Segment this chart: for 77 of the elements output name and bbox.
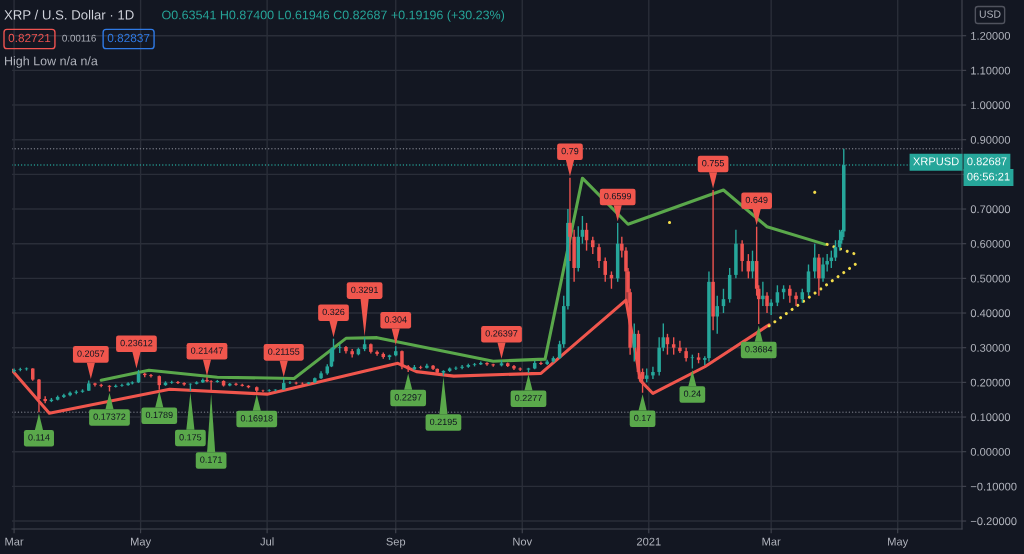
- x-tick-label: Jul: [260, 537, 274, 546]
- text: USD: [979, 10, 1001, 18]
- annotation: 0.304: [384, 316, 407, 323]
- x-tick-label: Mar: [5, 537, 24, 546]
- annotation: 0.82721: [8, 33, 51, 43]
- y-tick-label: 0.40000: [970, 309, 1011, 318]
- candlestick: [43, 395, 47, 404]
- annotation: 0.1789: [145, 411, 173, 419]
- annotation: XRPUSD: [913, 157, 959, 166]
- candlestick: [765, 291, 769, 314]
- annotation: 0.21447: [191, 347, 223, 354]
- y-tick-label: 0.10000: [970, 413, 1011, 422]
- candlestick: [176, 380, 180, 385]
- annotation: 0.82837: [107, 33, 150, 43]
- y-tick-label: 0.70000: [970, 205, 1011, 214]
- candlestick: [603, 256, 607, 283]
- annotation: 0.114: [28, 434, 50, 441]
- annotation: 0.2057: [77, 350, 105, 357]
- candlestick: [400, 349, 404, 370]
- annotation: 0.3291: [351, 286, 378, 294]
- y-tick-label: 1.10000: [971, 66, 1011, 75]
- y-tick-label: −0.10000: [970, 482, 1017, 491]
- annotation: 0.6599: [604, 192, 632, 200]
- annotation: 0.21155: [268, 348, 300, 355]
- candlestick: [375, 349, 379, 357]
- text: 06:56:21: [967, 172, 1010, 181]
- x-tick-label: May: [888, 537, 909, 548]
- annotation: 0.2277: [515, 394, 542, 402]
- x-tick-label: Nov: [513, 537, 533, 546]
- annotation: 0.326: [322, 308, 345, 316]
- candlestick: [651, 366, 655, 380]
- y-tick-label: 0.50000: [970, 274, 1011, 283]
- candlestick: [740, 239, 744, 273]
- candlestick: [788, 284, 792, 304]
- candlestick: [761, 281, 765, 307]
- y-tick-label: −0.20000: [970, 517, 1017, 526]
- candlestick: [821, 256, 825, 283]
- annotation: High Low n/a n/a: [5, 56, 98, 68]
- x-tick-label: May: [131, 537, 152, 548]
- ref-line-label: 0.82687: [967, 157, 1007, 166]
- candlestick: [209, 379, 213, 394]
- y-tick-label: 0.90000: [970, 135, 1011, 144]
- candlestick: [597, 243, 601, 269]
- annotation: 0.17372: [93, 413, 126, 420]
- candlestick: [460, 364, 464, 370]
- annotation: 0.23612: [120, 339, 153, 347]
- annotation: 0.79: [561, 147, 579, 155]
- text: O0.63541 H0.87400 L0.61946 C0.82687 +0.19196 (+30.23%): [162, 10, 505, 22]
- y-tick-label: 1.00000: [971, 101, 1011, 110]
- text: XRP / U.S. Dollar · 1D: [4, 9, 134, 20]
- annotation: 0.00116: [62, 34, 96, 42]
- y-tick-label: 0.20000: [970, 378, 1011, 387]
- annotation: 0.649: [745, 196, 768, 204]
- candlestick: [120, 383, 124, 388]
- candlestick: [715, 295, 719, 335]
- annotation: 0.755: [702, 160, 725, 167]
- annotation: 0.24: [683, 390, 701, 397]
- annotation: 0.3684: [745, 346, 773, 353]
- annotation: 0.26397: [485, 330, 518, 337]
- x-tick-label: Mar: [762, 537, 781, 546]
- candlestick: [794, 291, 798, 307]
- annotation: 0.2195: [429, 418, 457, 426]
- y-tick-label: 0.60000: [970, 239, 1011, 248]
- x-tick-label: Sep: [386, 537, 406, 548]
- y-tick-label: 1.20000: [971, 31, 1011, 40]
- annotation: 0.175: [179, 434, 202, 441]
- annotation: 0.16918: [240, 415, 273, 422]
- candlestick: [769, 298, 773, 316]
- annotation: 0.171: [200, 456, 222, 463]
- candlestick: [149, 373, 153, 379]
- y-tick-label: 0.00000: [970, 447, 1011, 456]
- candlestick: [817, 253, 821, 297]
- y-tick-label: 0.30000: [970, 343, 1011, 352]
- x-tick-label: 2021: [636, 537, 661, 546]
- annotation: 0.2297: [394, 394, 422, 401]
- candlestick: [678, 340, 682, 354]
- annotation: 0.17: [634, 414, 651, 422]
